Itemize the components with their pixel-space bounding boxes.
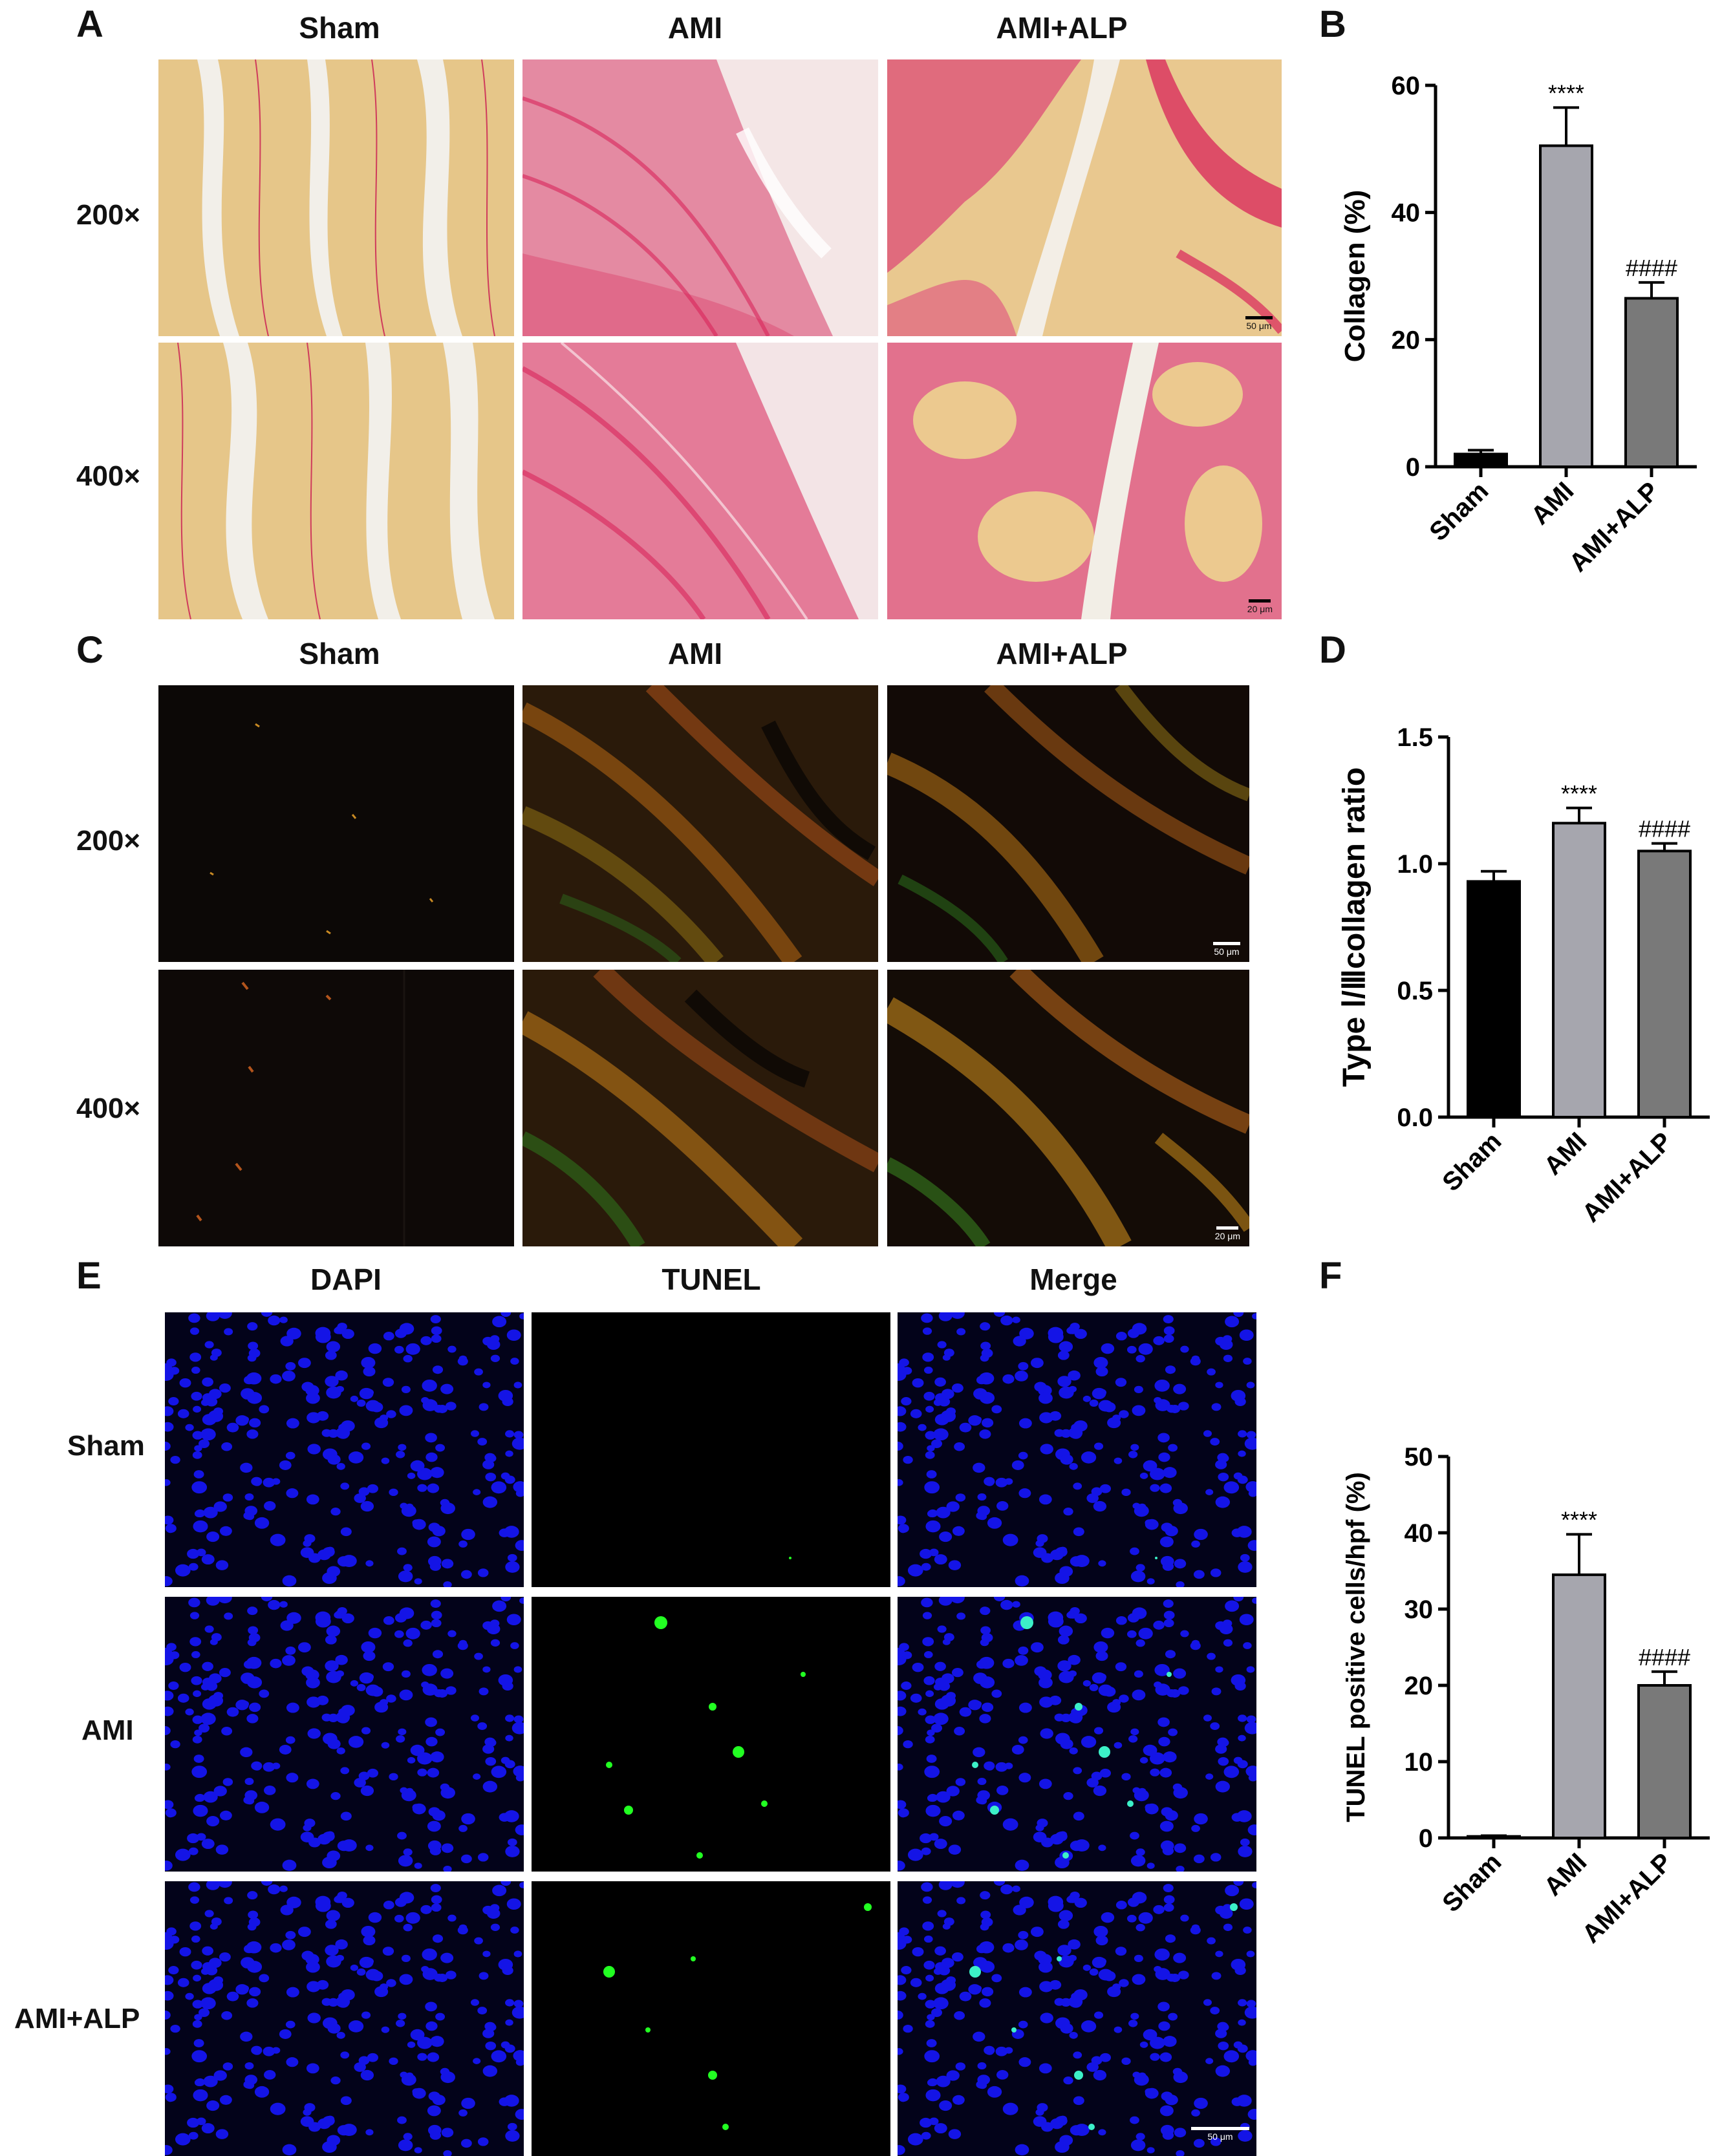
scale-label-a-200x: 50 μm: [1246, 321, 1272, 331]
chart-f-y-tick-label: 40: [1405, 1519, 1434, 1548]
micrograph-a-amialp-200x: 50 μm: [887, 59, 1282, 336]
scale-label-e: 50 μm: [1207, 2131, 1233, 2142]
chart-f-significance-1: ****: [1561, 1506, 1597, 1533]
micrograph-e-sham-tunel: [532, 1312, 890, 1587]
chart-d-category-label-0: Sham: [1437, 1127, 1507, 1197]
micrograph-e-ami-merge: [898, 1597, 1256, 1872]
chart-f-category-label-1: AMI: [1538, 1848, 1592, 1901]
chart-f-y-tick-label: 30: [1405, 1596, 1434, 1624]
chart-d-bar-2: [1637, 849, 1692, 1118]
micrograph-a-ami-200x: [522, 59, 878, 336]
panel-letter-e: E: [76, 1255, 102, 1297]
chart-d-y-tick-label: 0.0: [1397, 1104, 1433, 1132]
chart-f-bar-1: [1552, 1573, 1606, 1839]
chart-d-bar-0: [1467, 880, 1521, 1118]
chart-f-tunel: 0 10 20 30 40 50 TUNEL positive cells/hpf (%) S…: [1319, 1429, 1720, 2075]
panel-letter-d: D: [1319, 629, 1346, 671]
chart-b-y-tick-label: 40: [1392, 199, 1421, 228]
micrograph-c-amialp-400x: 20 μm: [887, 970, 1249, 1246]
micrograph-c-amialp-200x: 50 μm: [887, 685, 1249, 962]
micrograph-e-amialp-tunel: [532, 1881, 890, 2156]
scale-label-c-200x: 50 μm: [1214, 946, 1240, 957]
chart-d-category-label-2: AMI+ALP: [1577, 1127, 1677, 1228]
chart-b-bar-1: [1539, 144, 1593, 469]
chart-b-category-label-0: Sham: [1424, 476, 1494, 546]
chart-b-category-label-1: AMI: [1525, 476, 1579, 530]
panel-c-col-amialp: AMI+ALP: [996, 637, 1128, 670]
chart-b-category-label-2: AMI+ALP: [1564, 476, 1664, 577]
micrograph-e-ami-dapi: [165, 1597, 524, 1872]
panel-e-col-tunel: TUNEL: [662, 1263, 761, 1296]
scale-bar-c-200x: 50 μm: [1213, 942, 1240, 957]
chart-d-y-axis-label: Type Ⅰ/Ⅲcollagen ratio: [1337, 767, 1372, 1087]
panel-a-row-400x: 400×: [76, 460, 141, 492]
panel-e-col-merge: Merge: [1029, 1263, 1117, 1296]
panel-letter-a: A: [76, 3, 103, 45]
panel-c-row-400x: 400×: [76, 1093, 141, 1124]
chart-d-category-label-1: AMI: [1538, 1127, 1592, 1180]
chart-f-category-label-0: Sham: [1437, 1848, 1507, 1917]
panel-e-row-sham: Sham: [67, 1430, 145, 1462]
micrograph-e-sham-merge: [898, 1312, 1256, 1587]
chart-d-y-tick-label: 1.5: [1397, 723, 1433, 752]
chart-f-y-tick-label: 50: [1405, 1443, 1434, 1471]
scale-bar-a-400x: 20 μm: [1247, 599, 1273, 614]
panel-letter-b: B: [1319, 3, 1346, 45]
panel-a-col-ami: AMI: [667, 11, 723, 45]
panel-c-col-ami: AMI: [667, 637, 723, 670]
chart-b-significance-2: ####: [1626, 255, 1677, 281]
chart-b-collagen: 0 20 40 60 Collagen (%) Sham **** AMI #### AMI+AL…: [1319, 52, 1720, 621]
chart-d-svg: 0.0 0.5 1.0 1.5 Type Ⅰ/Ⅲcollagen ratio Sham **…: [1337, 723, 1710, 1228]
micrograph-c-sham-200x: [158, 685, 514, 962]
micrograph-c-sham-400x: [158, 970, 514, 1246]
scale-bar-e: 50 μm: [1191, 2127, 1249, 2142]
micrograph-a-ami-400x: [522, 343, 878, 619]
panel-c-row-200x: 200×: [76, 825, 141, 857]
micrograph-a-amialp-400x: 20 μm: [887, 343, 1282, 619]
micrograph-a-sham-400x: [158, 343, 514, 619]
scale-label-c-400x: 20 μm: [1214, 1231, 1240, 1241]
chart-b-y-axis-label: Collagen (%): [1339, 190, 1371, 362]
chart-f-category-label-2: AMI+ALP: [1577, 1848, 1677, 1948]
chart-b-svg: 0 20 40 60 Collagen (%) Sham **** AMI #### AMI+AL…: [1339, 72, 1697, 577]
panel-a-col-sham: Sham: [299, 11, 380, 45]
chart-f-y-axis-label: TUNEL positive cells/hpf (%): [1342, 1472, 1370, 1822]
chart-f-y-tick-label: 0: [1419, 1824, 1433, 1853]
chart-d-bar-1: [1552, 822, 1606, 1118]
chart-b-bar-0: [1454, 453, 1508, 468]
chart-b-significance-1: ****: [1548, 80, 1584, 106]
chart-d-y-tick-label: 0.5: [1397, 977, 1433, 1005]
micrograph-e-sham-dapi: [165, 1312, 524, 1587]
panel-letter-c: C: [76, 629, 103, 671]
chart-d-y-tick-label: 1.0: [1397, 850, 1433, 879]
panel-a-col-amialp: AMI+ALP: [996, 11, 1128, 45]
panel-e-row-ami: AMI: [81, 1714, 134, 1746]
micrograph-e-amialp-dapi: [165, 1881, 524, 2156]
chart-b-y-tick-label: 60: [1392, 72, 1421, 100]
micrograph-e-ami-tunel: [532, 1597, 890, 1872]
chart-d-significance-1: ****: [1561, 780, 1597, 807]
panel-e-col-dapi: DAPI: [310, 1263, 382, 1296]
scale-bar-a-200x: 50 μm: [1245, 316, 1273, 331]
chart-b-y-tick-label: 0: [1406, 453, 1420, 482]
panel-a-row-200x: 200×: [76, 199, 141, 231]
panel-e-row-amialp: AMI+ALP: [14, 2003, 140, 2034]
chart-d-collagen-ratio: 0.0 0.5 1.0 1.5 Type Ⅰ/Ⅲcollagen ratio Sham **…: [1319, 679, 1720, 1248]
micrograph-a-sham-200x: [158, 59, 514, 336]
chart-b-bar-2: [1624, 297, 1679, 468]
scale-bar-c-400x: 20 μm: [1215, 1226, 1240, 1241]
chart-f-bar-2: [1637, 1684, 1692, 1839]
chart-f-y-tick-label: 20: [1405, 1672, 1434, 1700]
panel-letter-f: F: [1319, 1255, 1342, 1297]
chart-f-significance-2: ####: [1639, 1644, 1690, 1670]
chart-f-svg: 0 10 20 30 40 50 TUNEL positive cells/hpf (%) S…: [1342, 1443, 1710, 1948]
chart-b-y-tick-label: 20: [1392, 326, 1421, 354]
micrograph-c-ami-400x: [522, 970, 878, 1246]
scale-label-a-400x: 20 μm: [1247, 604, 1273, 614]
panel-c-col-sham: Sham: [299, 637, 380, 670]
chart-d-significance-2: ####: [1639, 816, 1690, 842]
chart-f-y-tick-label: 10: [1405, 1748, 1434, 1777]
micrograph-e-amialp-merge: [898, 1881, 1256, 2156]
micrograph-c-ami-200x: [522, 685, 878, 962]
